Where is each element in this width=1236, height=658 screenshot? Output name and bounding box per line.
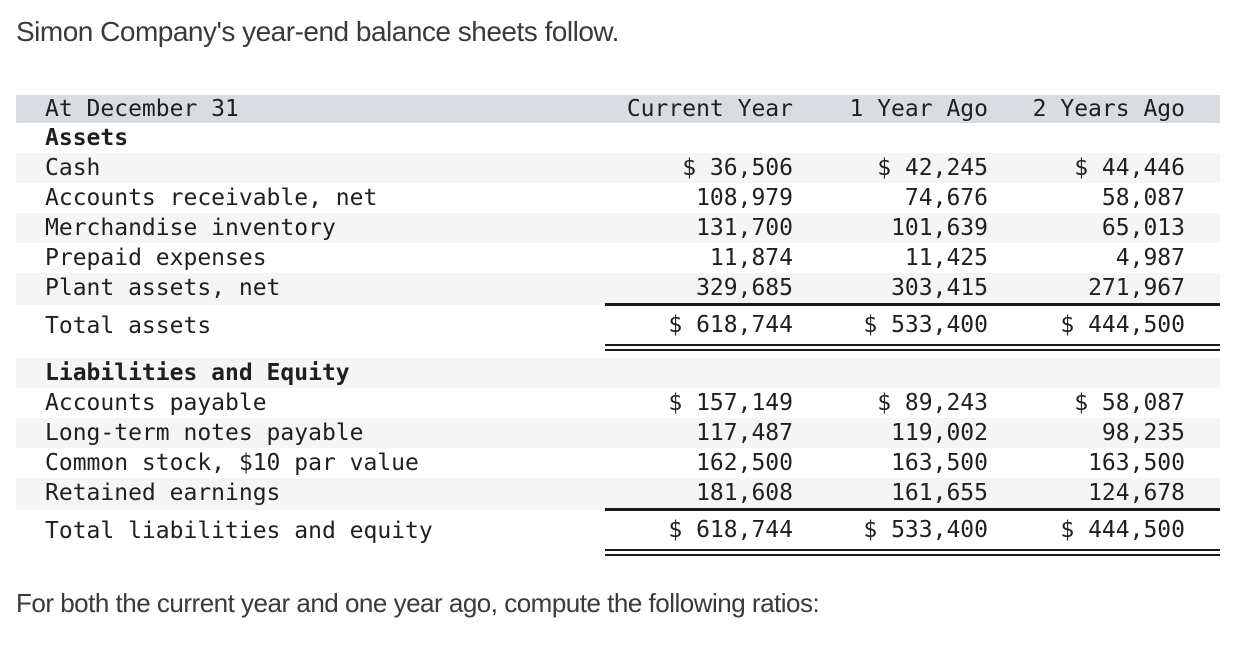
cell-value: $ 618,744 <box>605 304 793 351</box>
table-row-accounts-payable: Accounts payable $ 157,149 $ 89,243 $ 58… <box>16 388 1220 418</box>
balance-sheet-table: At December 31 Current Year 1 Year Ago 2… <box>16 95 1220 556</box>
cell-value: $ 444,500 <box>988 509 1220 556</box>
cell-value: 58,087 <box>1101 184 1185 211</box>
cell-value: 329,685 <box>605 273 793 306</box>
cell-value: 101,639 <box>793 213 988 243</box>
table-header-row: At December 31 Current Year 1 Year Ago 2… <box>16 95 1220 123</box>
cell-value: $ 618,744 <box>605 509 793 556</box>
row-label: Liabilities and Equity <box>16 358 605 388</box>
row-label: Total liabilities and equity <box>45 517 433 544</box>
cell-value: 119,002 <box>793 418 988 448</box>
cell-value: $ 533,400 <box>793 304 988 351</box>
cell-value: $ 533,400 <box>793 509 988 556</box>
cell-value <box>793 123 988 153</box>
cell-value: 163,500 <box>1088 449 1185 476</box>
header-date-label: At December 31 <box>16 95 605 123</box>
table-row-retained-earnings: Retained earnings 181,608 161,655 124,67… <box>16 478 1220 511</box>
cell-value: 11,874 <box>709 244 793 271</box>
table-row-prepaid-expenses: Prepaid expenses 11,874 11,425 4,987 <box>16 243 1220 273</box>
row-label: Accounts receivable, net <box>45 184 378 211</box>
row-label: Accounts payable <box>45 389 267 416</box>
cell-value: $ 157,149 <box>668 389 793 416</box>
table-row-total-assets: Total assets $ 618,744 $ 533,400 $ 444,5… <box>16 304 1220 351</box>
cell-value: $ 42,245 <box>793 153 988 183</box>
cell-value: 108,979 <box>696 184 793 211</box>
cell-value: 181,608 <box>605 478 793 511</box>
table-row-accounts-receivable: Accounts receivable, net 108,979 74,676 … <box>16 183 1220 213</box>
header-1-year-ago: 1 Year Ago <box>793 95 988 123</box>
cell-value: 117,487 <box>605 418 793 448</box>
spacer-row <box>16 347 1220 358</box>
cell-value: $ 36,506 <box>605 153 793 183</box>
cell-value: 65,013 <box>988 213 1220 243</box>
row-label: Assets <box>45 124 129 151</box>
cell-value <box>988 358 1220 388</box>
row-label: Cash <box>16 153 605 183</box>
cell-value: 74,676 <box>904 184 988 211</box>
cell-value <box>793 358 988 388</box>
page-title: Simon Company's year-end balance sheets … <box>16 16 619 47</box>
header-current-year: Current Year <box>605 95 793 123</box>
row-label: Retained earnings <box>16 478 605 510</box>
cell-value: 98,235 <box>988 418 1220 448</box>
row-label: Common stock, $10 par value <box>45 449 419 476</box>
cell-value: 4,987 <box>1115 244 1185 271</box>
cell-value: 163,500 <box>891 449 988 476</box>
header-2-years-ago: 2 Years Ago <box>988 95 1220 123</box>
cell-value: $ 58,087 <box>1074 389 1185 416</box>
row-label: Total assets <box>45 312 212 339</box>
cell-value: 124,678 <box>988 478 1220 511</box>
cell-value: $ 89,243 <box>877 389 988 416</box>
row-label: Plant assets, net <box>16 273 605 305</box>
cell-value: $ 444,500 <box>988 304 1220 351</box>
row-label: Merchandise inventory <box>16 213 605 243</box>
table-row-merchandise-inventory: Merchandise inventory 131,700 101,639 65… <box>16 213 1220 243</box>
cell-value <box>605 123 793 153</box>
cell-value <box>605 358 793 388</box>
cell-value: 161,655 <box>793 478 988 511</box>
cell-value: 162,500 <box>696 449 793 476</box>
table-row-cash: Cash $ 36,506 $ 42,245 $ 44,446 <box>16 153 1220 183</box>
table-row-long-term-notes-payable: Long-term notes payable 117,487 119,002 … <box>16 418 1220 448</box>
cell-value: 131,700 <box>605 213 793 243</box>
cell-value: 11,425 <box>904 244 988 271</box>
cell-value: 271,967 <box>988 273 1220 306</box>
cell-value: $ 44,446 <box>988 153 1220 183</box>
table-row-plant-assets: Plant assets, net 329,685 303,415 271,96… <box>16 273 1220 306</box>
table-row-assets-section: Assets <box>16 123 1220 153</box>
table-row-common-stock: Common stock, $10 par value 162,500 163,… <box>16 448 1220 478</box>
row-label: Long-term notes payable <box>16 418 605 448</box>
cell-value <box>988 123 1220 153</box>
cell-value: 303,415 <box>793 273 988 306</box>
footer-instruction-text: For both the current year and one year a… <box>16 588 820 618</box>
row-label: Prepaid expenses <box>45 244 267 271</box>
table-row-liabilities-equity-section: Liabilities and Equity <box>16 358 1220 388</box>
table-row-total-liabilities-equity: Total liabilities and equity $ 618,744 $… <box>16 509 1220 556</box>
